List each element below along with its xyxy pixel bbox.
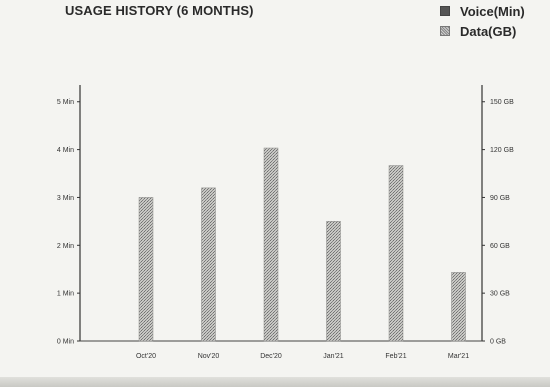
data-bar [388, 165, 404, 342]
data-bar [263, 147, 279, 342]
right-tick-label: 30 GB [490, 291, 510, 298]
axes [77, 85, 485, 342]
left-tick-label: 3 Min [57, 195, 74, 202]
legend-label-voice: Voice(Min) [460, 3, 525, 19]
x-tick-label: Oct'20 [136, 353, 156, 360]
x-tick-label: Jan'21 [323, 353, 344, 360]
x-tick-label: Mar'21 [448, 353, 469, 360]
x-tick-label: Dec'20 [260, 353, 282, 360]
right-tick-label: 0 GB [490, 339, 506, 346]
left-tick-label: 4 Min [57, 147, 74, 154]
tick-labels: 0 Min 1 Min 2 Min 3 Min 4 Min 5 Min 0 GB 30 GB 6… [57, 99, 514, 360]
right-tick-label: 120 GB [490, 147, 514, 154]
legend: Voice(Min) Data(GB) [440, 1, 525, 41]
data-bar [326, 221, 341, 342]
bars [138, 147, 466, 342]
data-bar [138, 197, 154, 342]
chart-title: USAGE HISTORY (6 MONTHS) [65, 3, 254, 18]
left-tick-label: 2 Min [57, 243, 74, 250]
right-tick-label: 90 GB [490, 195, 510, 202]
legend-swatch-data [440, 26, 450, 36]
x-tick-label: Feb'21 [385, 353, 406, 360]
data-bar [451, 272, 466, 342]
right-tick-label: 60 GB [490, 243, 510, 250]
data-bar [201, 187, 216, 342]
x-tick-label: Nov'20 [198, 353, 220, 360]
left-tick-label: 0 Min [57, 339, 74, 346]
legend-swatch-voice [440, 6, 450, 16]
legend-item-voice: Voice(Min) [440, 1, 525, 21]
legend-item-data: Data(GB) [440, 21, 525, 41]
bottom-edge [0, 377, 550, 387]
left-tick-label: 1 Min [57, 291, 74, 298]
right-tick-label: 150 GB [490, 99, 514, 106]
legend-label-data: Data(GB) [460, 23, 517, 39]
left-tick-label: 5 Min [57, 99, 74, 106]
